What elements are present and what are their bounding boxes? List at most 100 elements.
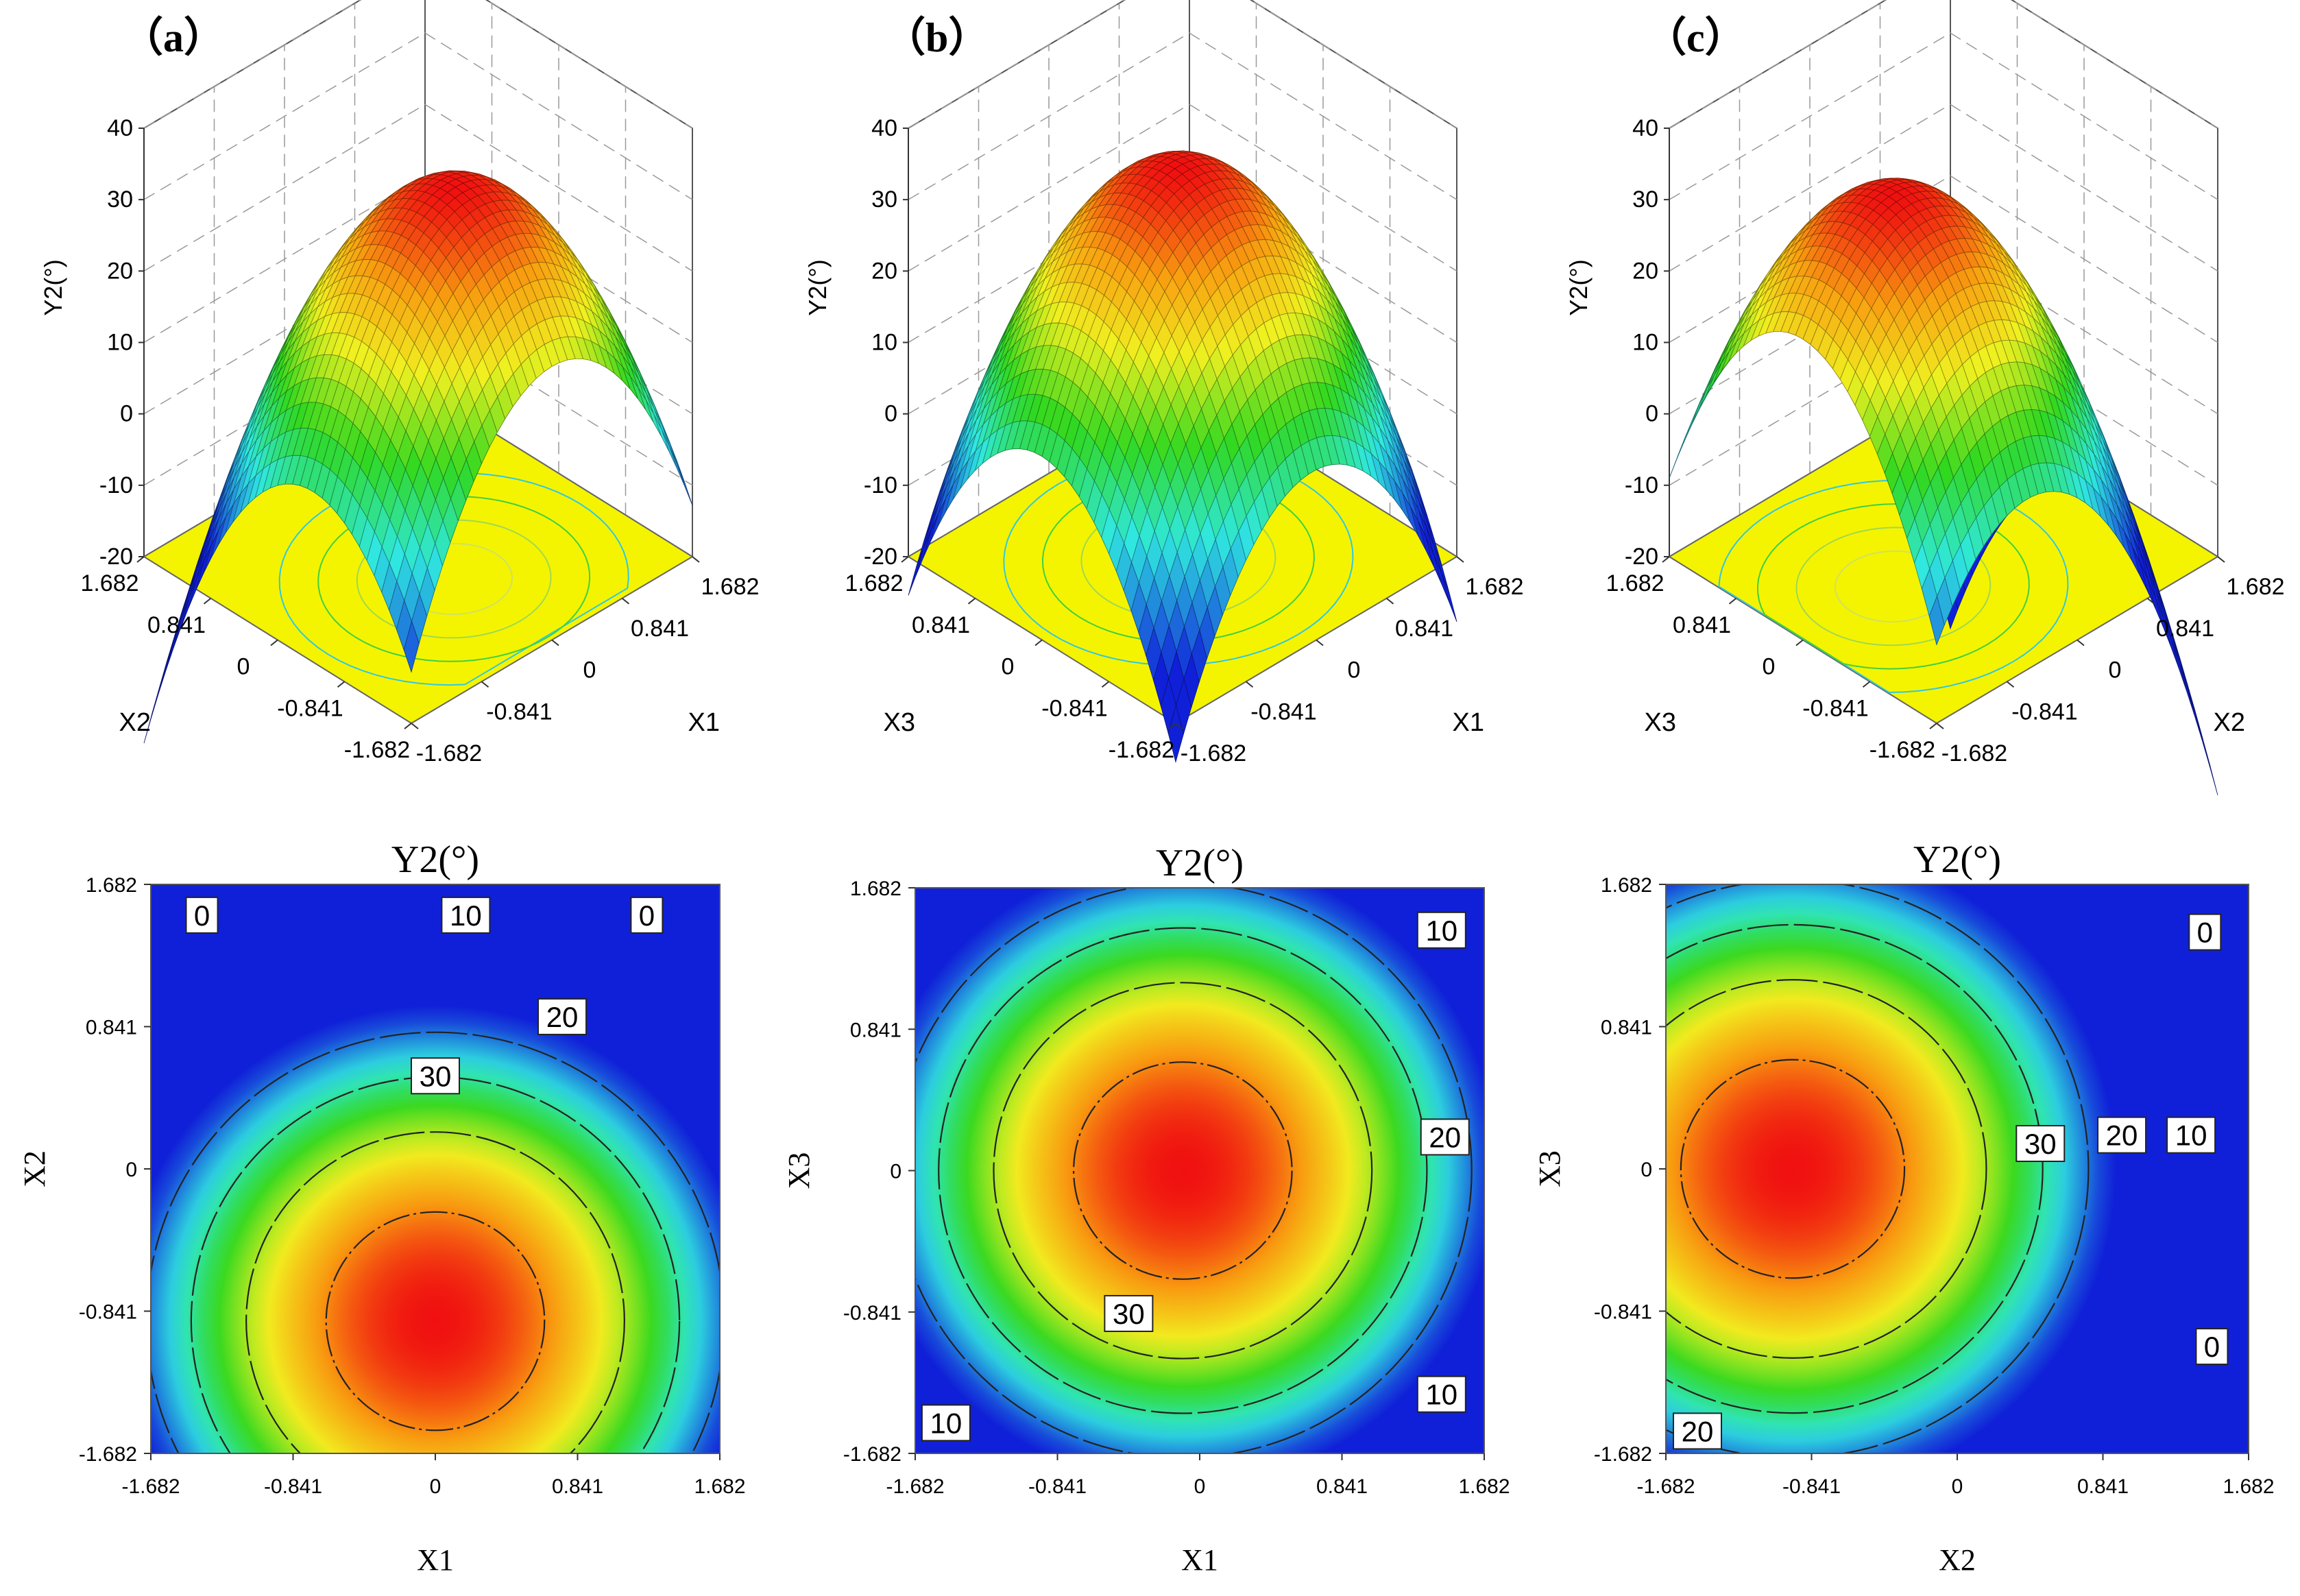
heatmap <box>915 888 1484 1453</box>
y-tick-label: 1.682 <box>845 570 903 596</box>
panel-label: （a） <box>122 14 225 60</box>
z-tick-label: 10 <box>107 330 133 356</box>
y-tick-label: 1.682 <box>850 878 901 900</box>
y-tick-mark <box>203 597 212 605</box>
y-tick-mark <box>136 556 145 563</box>
contour-title: Y2(°) <box>391 838 479 881</box>
surface-facet <box>1441 572 1457 622</box>
z-tick-label: 40 <box>1632 115 1658 141</box>
y-tick-label: 1.682 <box>80 570 138 596</box>
y-tick-label: 0.841 <box>147 612 206 638</box>
x-tick-mark <box>411 723 419 729</box>
y-axis-label: X2 <box>18 1150 51 1187</box>
y-tick-label: 0 <box>1641 1159 1652 1181</box>
x-axis-label: X1 <box>417 1543 454 1577</box>
z-axis-label: Y2(°) <box>803 259 832 315</box>
x-tick-mark <box>1385 597 1394 605</box>
x-tick-label: 0.841 <box>631 616 689 642</box>
y-tick-label: 0.841 <box>912 612 970 638</box>
y-tick-label: 1.682 <box>1601 874 1652 897</box>
contour-panel-b: 10 20 30 10 10 Y2(°) -1.682 -0.841 0 0.841 1.682 -1… <box>782 842 1510 1577</box>
z-axis-label: Y2(°) <box>39 259 67 315</box>
x-tick-label: 0 <box>1952 1475 1963 1498</box>
x-tick-label: 0 <box>430 1475 441 1498</box>
contour-panel-c: 0 30 20 10 0 20 Y2(°) -1.682 -0.841 0 0.841 1.682 -1… <box>1533 838 2275 1577</box>
x-axis-label: X1 <box>1181 1543 1218 1577</box>
x-tick-label: 0.841 <box>2077 1475 2129 1498</box>
y-tick-mark <box>1662 556 1670 563</box>
z-tick-label: 40 <box>107 115 133 141</box>
y-tick-label: -0.841 <box>843 1302 901 1325</box>
contour-label: 20 <box>1429 1121 1461 1153</box>
x-tick-label: 1.682 <box>694 1475 745 1498</box>
x-tick-mark <box>621 597 630 605</box>
y-tick-mark <box>337 681 346 688</box>
x-tick-label: 0 <box>583 657 596 684</box>
contour-label: 30 <box>2024 1128 2057 1160</box>
z-tick-label: 30 <box>1632 186 1658 213</box>
y-tick-mark <box>404 723 412 729</box>
z-tick-label: -10 <box>99 472 133 498</box>
x-tick-mark <box>2006 681 2015 688</box>
x-tick-label: -0.841 <box>2011 699 2077 725</box>
y-tick-label: -1.682 <box>79 1443 137 1466</box>
y-tick-label: -0.841 <box>277 695 343 721</box>
contour-panel-a: 0 10 0 20 30 Y2(°) -1.682 -0.841 0 0.841 1.682 -1.6… <box>18 838 746 1577</box>
x-tick-label: 0.841 <box>552 1475 603 1498</box>
x-tick-label: 1.682 <box>701 574 759 600</box>
z-tick-label: 10 <box>1632 330 1658 356</box>
x-tick-label: -1.682 <box>1181 740 1246 766</box>
y-axis-label: X2 <box>119 708 151 737</box>
z-axis-label: Y2(°) <box>1564 259 1593 315</box>
y-tick-label: 0.841 <box>1601 1017 1652 1039</box>
heatmap <box>151 884 720 1453</box>
x-tick-label: 0 <box>1194 1475 1206 1498</box>
z-tick-label: 0 <box>884 401 897 427</box>
y-tick-mark <box>901 556 909 563</box>
z-tick-label: -20 <box>1625 544 1658 570</box>
z-tick-label: -20 <box>99 544 133 570</box>
surface-plots-row: -20-10010203040Y2(°)-1.682-0.84100.8411.… <box>39 0 2285 796</box>
x-tick-label: -1.682 <box>1636 1475 1695 1498</box>
z-tick-label: -20 <box>864 544 897 570</box>
x-tick-label: -0.841 <box>1250 699 1316 725</box>
y-tick-label: -0.841 <box>79 1301 137 1324</box>
z-tick-label: 20 <box>1632 258 1658 284</box>
x-tick-label: 0 <box>2109 657 2122 684</box>
y-tick-mark <box>270 639 278 646</box>
contour-plots-row: 0 10 0 20 30 Y2(°) -1.682 -0.841 0 0.841 1.682 -1.6… <box>18 838 2275 1577</box>
contour-label: 10 <box>450 899 482 932</box>
contour-label: 10 <box>1425 1379 1457 1411</box>
x-tick-mark <box>1456 556 1464 563</box>
y-tick-label: -1.682 <box>1109 737 1174 763</box>
x-tick-label: -0.841 <box>486 699 552 725</box>
y-tick-label: 0 <box>237 654 250 680</box>
x-tick-label: 0.841 <box>1316 1475 1368 1498</box>
y-tick-label: 0 <box>890 1161 901 1183</box>
x-tick-label: -1.682 <box>416 740 482 766</box>
panel-label: （b） <box>884 14 989 60</box>
y-tick-label: 1.682 <box>1606 570 1664 596</box>
wall-gridline <box>143 32 693 200</box>
x-tick-mark <box>1245 681 1254 688</box>
x-tick-label: 1.682 <box>1465 574 1523 600</box>
z-tick-label: -10 <box>1625 472 1658 498</box>
x-tick-mark <box>692 556 700 563</box>
z-tick-label: -10 <box>864 472 897 498</box>
surface-panel-b: -20-10010203040Y2(°)-1.682-0.84100.8411.… <box>803 0 1524 766</box>
x-tick-mark <box>2217 556 2225 563</box>
y-axis-label: X3 <box>884 708 915 737</box>
x-tick-label: 0 <box>1348 657 1361 684</box>
contour-label: 20 <box>1682 1415 1714 1447</box>
contour-label: 0 <box>2204 1331 2220 1363</box>
y-tick-label: -0.841 <box>1802 695 1868 721</box>
x-tick-label: -1.682 <box>121 1475 180 1498</box>
response-surface <box>908 150 1457 763</box>
panel-label: （c） <box>1645 14 1746 60</box>
y-tick-label: 0.841 <box>86 1017 137 1039</box>
y-tick-label: -1.682 <box>344 737 410 763</box>
z-tick-label: 0 <box>1645 401 1658 427</box>
y-tick-label: 0.841 <box>1673 612 1731 638</box>
x-tick-mark <box>1316 639 1324 646</box>
